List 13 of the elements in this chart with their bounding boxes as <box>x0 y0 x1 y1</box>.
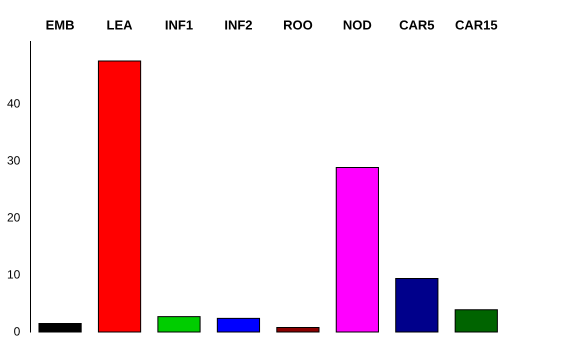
x-tick-label: CAR15 <box>454 17 498 32</box>
y-tick-label: 30 <box>6 153 21 168</box>
x-tick-label: CAR5 <box>399 17 435 32</box>
y-tick-label: 0 <box>14 324 21 338</box>
x-tick-label: LEA <box>106 17 134 32</box>
x-tick-label: INF1 <box>164 17 194 32</box>
x-tick-label: EMB <box>46 17 75 32</box>
x-tick-label: ROO <box>283 17 313 32</box>
y-tick-label: 10 <box>6 267 21 282</box>
x-tick-label: INF2 <box>224 17 253 32</box>
y-tick-label: 40 <box>6 96 21 111</box>
x-tick-label: NOD <box>342 17 372 32</box>
y-tick-label: 20 <box>6 210 21 224</box>
